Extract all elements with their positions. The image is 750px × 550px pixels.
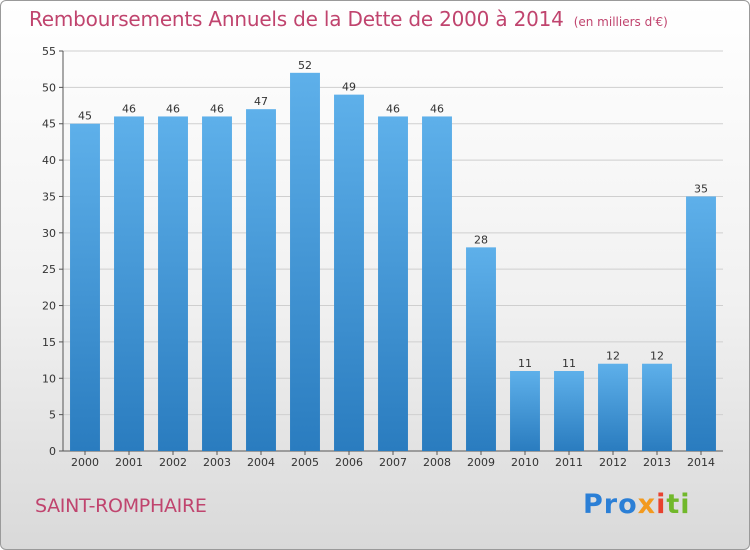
x-tick-label-2008: 2008 [423,456,451,469]
x-tick-label-2007: 2007 [379,456,407,469]
x-tick-label-2003: 2003 [203,456,231,469]
chart-subtitle: (en milliers d'€) [573,15,668,29]
value-label-2013: 12 [650,350,664,363]
bar-2004 [246,109,276,451]
x-tick-label-2002: 2002 [159,456,187,469]
bar-2010 [510,371,540,451]
bar-2014 [686,196,716,451]
y-tick-label: 10 [42,372,56,385]
x-tick-label-2009: 2009 [467,456,495,469]
bar-2000 [70,123,100,452]
bar-2012 [598,363,628,451]
x-tick-label-2001: 2001 [115,456,143,469]
value-label-2007: 46 [386,102,400,115]
value-label-2009: 28 [474,233,488,246]
y-tick-label: 35 [42,190,56,203]
bar-2013 [642,363,672,451]
bar-2001 [114,116,144,452]
x-tick-label-2010: 2010 [511,456,539,469]
value-label-2000: 45 [78,110,92,123]
x-tick-label-2011: 2011 [555,456,583,469]
x-tick-label-2006: 2006 [335,456,363,469]
place-name: SAINT-ROMPHAIRE [35,495,207,517]
value-label-2005: 52 [298,59,312,72]
value-label-2006: 49 [342,81,356,94]
y-tick-label: 5 [49,409,56,422]
y-tick-label: 40 [42,154,56,167]
value-label-2008: 46 [430,102,444,115]
x-tick-label-2005: 2005 [291,456,319,469]
x-tick-label-2004: 2004 [247,456,275,469]
y-tick-label: 25 [42,263,56,276]
value-label-2011: 11 [562,357,576,370]
value-label-2010: 11 [518,357,532,370]
chart-title: Remboursements Annuels de la Dette de 20… [29,7,564,31]
y-tick-label: 45 [42,118,56,131]
value-label-2004: 47 [254,95,268,108]
bars [70,72,716,452]
value-label-2002: 46 [166,102,180,115]
y-tick-label: 55 [42,45,56,58]
bar-2006 [334,94,364,452]
title-row: Remboursements Annuels de la Dette de 20… [29,7,668,31]
x-tick-label-2014: 2014 [687,456,715,469]
x-tick-label-2000: 2000 [71,456,99,469]
y-tick-label: 30 [42,227,56,240]
y-tick-label: 15 [42,336,56,349]
bar-2008 [422,116,452,452]
x-tick-label-2012: 2012 [599,456,627,469]
y-tick-label: 0 [49,445,56,458]
value-label-2001: 46 [122,102,136,115]
bar-2009 [466,247,496,451]
bar-2005 [290,72,320,452]
bar-2003 [202,116,232,452]
bar-2007 [378,116,408,452]
y-tick-label: 50 [42,81,56,94]
value-label-2003: 46 [210,102,224,115]
value-label-2012: 12 [606,350,620,363]
proxiti-logo: Proxiti [583,489,691,520]
value-label-2014: 35 [694,182,708,195]
y-tick-label: 20 [42,300,56,313]
bar-2002 [158,116,188,452]
labels: 0 5 10 15 20 25 30 35 40 45 50 55 45 2000 46 2001 46 2002… [42,45,715,469]
x-tick-label-2013: 2013 [643,456,671,469]
bar-2011 [554,371,584,451]
